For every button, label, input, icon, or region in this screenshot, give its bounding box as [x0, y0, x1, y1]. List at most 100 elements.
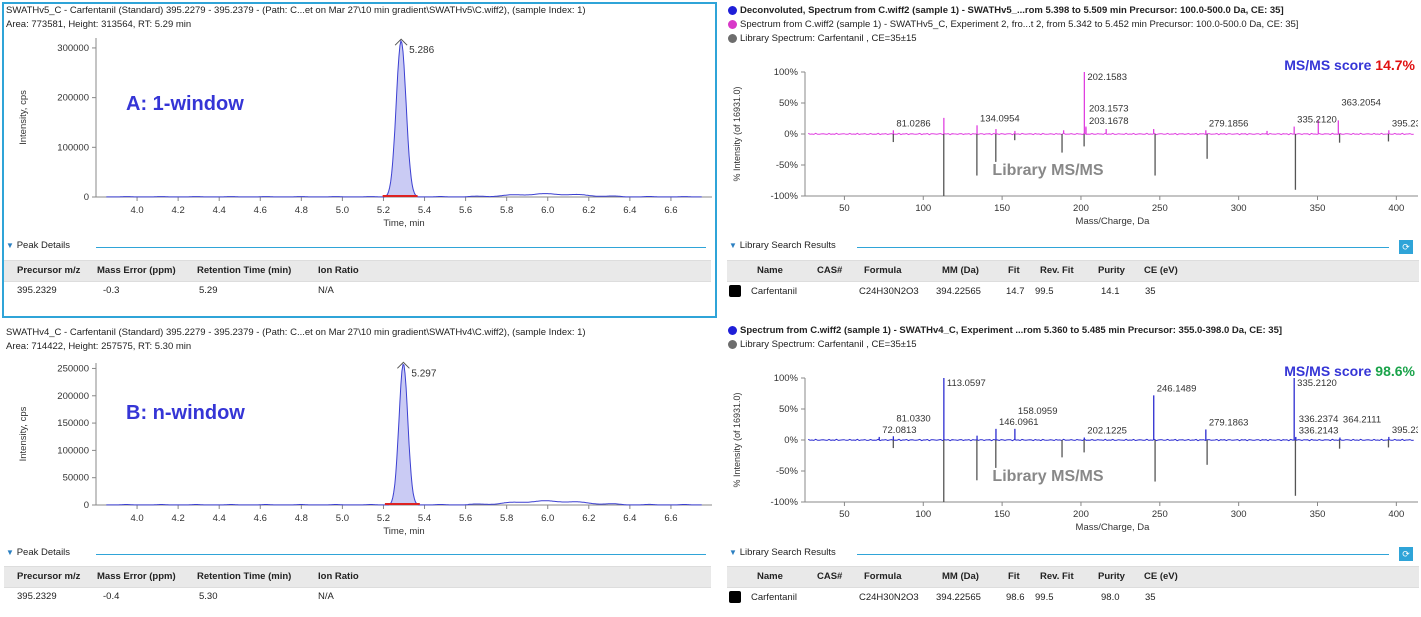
- y-tick-label: 0%: [784, 435, 798, 446]
- x-tick-label: 100: [915, 509, 931, 520]
- peak-mz-label: 81.0286: [896, 118, 930, 129]
- y-tick-label: -100%: [771, 191, 799, 202]
- col-header: Precursor m/z: [17, 571, 81, 582]
- library-entry-icon: [729, 285, 741, 297]
- x-tick-label: 5.6: [459, 205, 472, 216]
- peak-label: 5.286: [409, 45, 434, 56]
- y-tick-label: 0%: [784, 129, 798, 140]
- x-tick-label: 5.2: [377, 205, 390, 216]
- peak-mz-label: 72.0813: [882, 425, 916, 436]
- table-cell: Carfentanil: [751, 286, 797, 297]
- x-tick-label: 200: [1073, 203, 1089, 214]
- x-tick-label: 6.0: [541, 513, 554, 524]
- triangle-down-icon[interactable]: ▼: [729, 241, 737, 250]
- x-tick-label: 50: [839, 509, 850, 520]
- legend-dot-blue: [728, 325, 737, 335]
- triangle-down-icon[interactable]: ▼: [6, 548, 14, 557]
- spectrum-a-legend-library[interactable]: Library Spectrum: Carfentanil , CE=35±15: [728, 33, 917, 44]
- peak-mz-label: 202.1225: [1087, 426, 1127, 437]
- table-cell: -0.3: [103, 285, 120, 296]
- x-tick-label: 6.6: [664, 513, 677, 524]
- col-header: CAS#: [817, 265, 843, 276]
- col-header: MM (Da): [942, 265, 979, 276]
- peak-details-header-b[interactable]: ▼ Peak Details: [6, 547, 706, 561]
- triangle-down-icon[interactable]: ▼: [6, 241, 14, 250]
- x-tick-label: 250: [1152, 203, 1168, 214]
- col-header: Ion Ratio: [318, 265, 359, 276]
- col-header: Purity: [1098, 571, 1125, 582]
- x-tick-label: 100: [915, 203, 931, 214]
- x-tick-label: 400: [1388, 509, 1404, 520]
- chromatogram-trace: [106, 363, 702, 506]
- legend-dot-gray: [728, 33, 737, 43]
- col-header: Name: [757, 571, 783, 582]
- library-entry-icon: [729, 591, 741, 603]
- y-tick-label: -50%: [776, 466, 799, 477]
- spectrum-b-legend-spectrum[interactable]: Spectrum from C.wiff2 (sample 1) - SWATH…: [728, 325, 1282, 336]
- spectrum-a-legend-deconvoluted[interactable]: Deconvoluted, Spectrum from C.wiff2 (sam…: [728, 5, 1284, 16]
- col-header: Fit: [1008, 571, 1020, 582]
- peak-details-header-a[interactable]: ▼ Peak Details: [6, 240, 706, 254]
- annotation-label: B: n-window: [126, 402, 245, 424]
- col-header: MM (Da): [942, 571, 979, 582]
- table-cell: 14.1: [1101, 286, 1120, 297]
- table-cell: 395.2329: [17, 285, 57, 296]
- col-header: CAS#: [817, 571, 843, 582]
- peak-mz-label: 335.2120: [1297, 115, 1337, 126]
- table-cell: 394.22565: [936, 286, 981, 297]
- peak-mz-label: 364.2111: [1343, 415, 1381, 426]
- spectrum-baseline: [807, 438, 1414, 442]
- section-label: Peak Details: [16, 240, 71, 251]
- peak-mz-label: 134.0954: [980, 113, 1020, 124]
- library-search-header-b[interactable]: ▼ Library Search Results ⟳: [729, 547, 1419, 561]
- spectrum-baseline: [807, 132, 1414, 136]
- x-axis-label: Time, min: [383, 526, 424, 537]
- x-tick-label: 4.4: [213, 205, 226, 216]
- triangle-down-icon[interactable]: ▼: [729, 548, 737, 557]
- table-cell: N/A: [318, 285, 334, 296]
- library-msms-label: Library MS/MS: [992, 162, 1103, 179]
- library-msms-label: Library MS/MS: [992, 468, 1103, 485]
- peak-apex-marker: [394, 38, 408, 46]
- col-header: Precursor m/z: [17, 265, 81, 276]
- peak-area-fill: [384, 41, 418, 198]
- peak-mz-label: 203.1678: [1089, 116, 1129, 127]
- library-table-header-b: [727, 566, 1419, 588]
- x-tick-label: 5.8: [500, 513, 513, 524]
- x-tick-label: 4.2: [172, 513, 185, 524]
- spectrum-a-plot[interactable]: -100% -50% 0% 50% 100% 50 100 150 200 250 300 350 40…: [718, 46, 1418, 236]
- x-axis-label: Time, min: [383, 218, 424, 229]
- spectrum-a-legend-spectrum[interactable]: Spectrum from C.wiff2 (sample 1) - SWATH…: [728, 19, 1298, 30]
- legend-dot-gray: [728, 339, 737, 349]
- peak-mz-label: 246.1489: [1157, 383, 1197, 394]
- x-tick-label: 6.2: [582, 205, 595, 216]
- table-cell: 99.5: [1035, 286, 1054, 297]
- x-tick-label: 5.4: [418, 513, 431, 524]
- search-icon[interactable]: ⟳: [1399, 547, 1413, 561]
- y-axis-label: % Intensity (of 16931.0): [732, 86, 742, 181]
- section-label: Library Search Results: [739, 240, 836, 251]
- x-tick-label: 250: [1152, 509, 1168, 520]
- spectrum-b-legend-library[interactable]: Library Spectrum: Carfentanil , CE=35±15: [728, 339, 917, 350]
- y-tick-label: 0: [84, 500, 89, 511]
- table-cell: 98.6: [1006, 592, 1025, 603]
- library-table-header-a: [727, 260, 1419, 282]
- col-header: Retention Time (min): [197, 571, 292, 582]
- library-result-row-a[interactable]: Carfentanil C24H30N2O3 394.22565 14.7 99…: [729, 283, 1419, 301]
- y-tick-label: 100000: [57, 142, 89, 153]
- library-search-header-a[interactable]: ▼ Library Search Results ⟳: [729, 240, 1419, 254]
- chromatogram-a-plot[interactable]: 0 100000 200000 300000 4.0 4.2 4.4 4.6 4.8 5.0 5.2…: [0, 34, 712, 234]
- legend-dot-magenta: [728, 19, 737, 29]
- spectrum-b-plot[interactable]: -100% -50% 0% 50% 100% 50 100 150 200 250 300 350 40…: [718, 352, 1418, 542]
- panel-a-title: SWATHv5_C - Carfentanil (Standard) 395.2…: [6, 5, 586, 16]
- x-tick-label: 150: [994, 509, 1010, 520]
- chromatogram-b-plot[interactable]: 0 50000 100000 150000 200000 250000 4.0 4.2 4.4 4…: [0, 355, 712, 545]
- col-header: Name: [757, 265, 783, 276]
- library-result-row-b[interactable]: Carfentanil C24H30N2O3 394.22565 98.6 99…: [729, 589, 1419, 607]
- table-cell: N/A: [318, 591, 334, 602]
- x-tick-label: 5.0: [336, 513, 349, 524]
- col-header: Ion Ratio: [318, 571, 359, 582]
- search-icon[interactable]: ⟳: [1399, 240, 1413, 254]
- chromatogram-panel-a[interactable]: [2, 2, 717, 318]
- x-tick-label: 6.4: [623, 513, 636, 524]
